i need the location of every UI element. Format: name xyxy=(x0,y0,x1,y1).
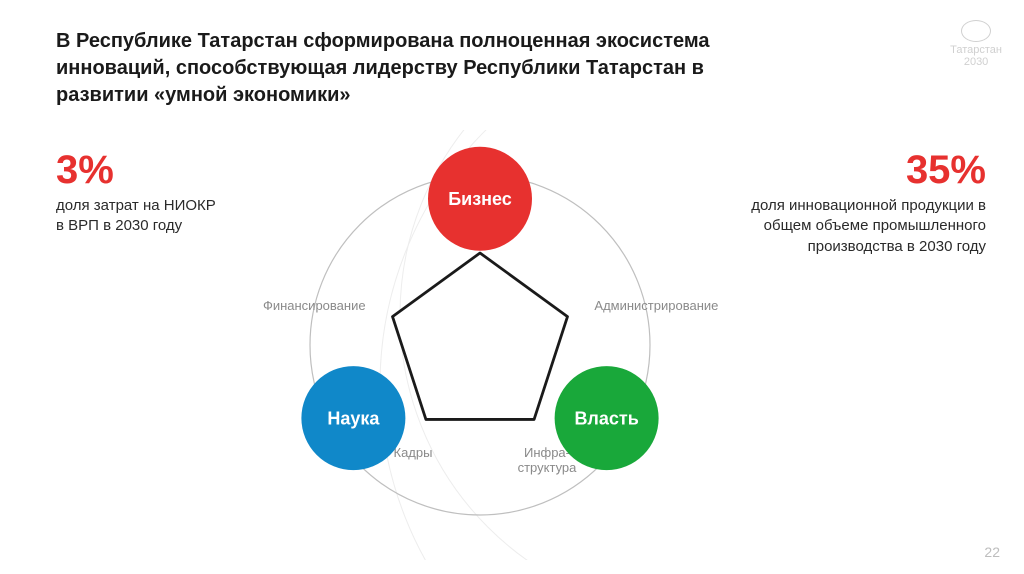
globe-icon xyxy=(961,20,991,42)
right-stat-desc: доля инновационной продукции в общем объ… xyxy=(736,196,986,257)
brand-logo: Татарстан 2030 xyxy=(950,20,1002,68)
diagram-svg: СпросАдминистрированиеИнфра-структураКад… xyxy=(240,130,720,560)
pentagon-vertex-label: Финансирование xyxy=(263,298,366,313)
logo-line2: 2030 xyxy=(950,56,1002,68)
node-label: Власть xyxy=(574,408,638,428)
pentagon-vertex-label: Инфра- xyxy=(524,445,570,460)
pentagon-vertex-label: Кадры xyxy=(394,445,433,460)
left-stat-value: 3% xyxy=(56,150,226,190)
page-title: В Республике Татарстан сформирована полн… xyxy=(56,28,776,109)
pentagon-vertex-label: Администрирование xyxy=(594,298,718,313)
right-stat-block: 35% доля инновационной продукции в общем… xyxy=(736,150,986,257)
node-label: Бизнес xyxy=(448,189,512,209)
ecosystem-diagram: СпросАдминистрированиеИнфра-структураКад… xyxy=(240,130,720,560)
right-stat-value: 35% xyxy=(736,150,986,190)
pentagon-vertex-label: структура xyxy=(518,460,578,475)
node-label: Наука xyxy=(327,408,380,428)
left-stat-desc: доля затрат на НИОКР в ВРП в 2030 году xyxy=(56,196,226,237)
page-number: 22 xyxy=(984,544,1000,560)
left-stat-block: 3% доля затрат на НИОКР в ВРП в 2030 год… xyxy=(56,150,226,237)
logo-line1: Татарстан xyxy=(950,44,1002,56)
